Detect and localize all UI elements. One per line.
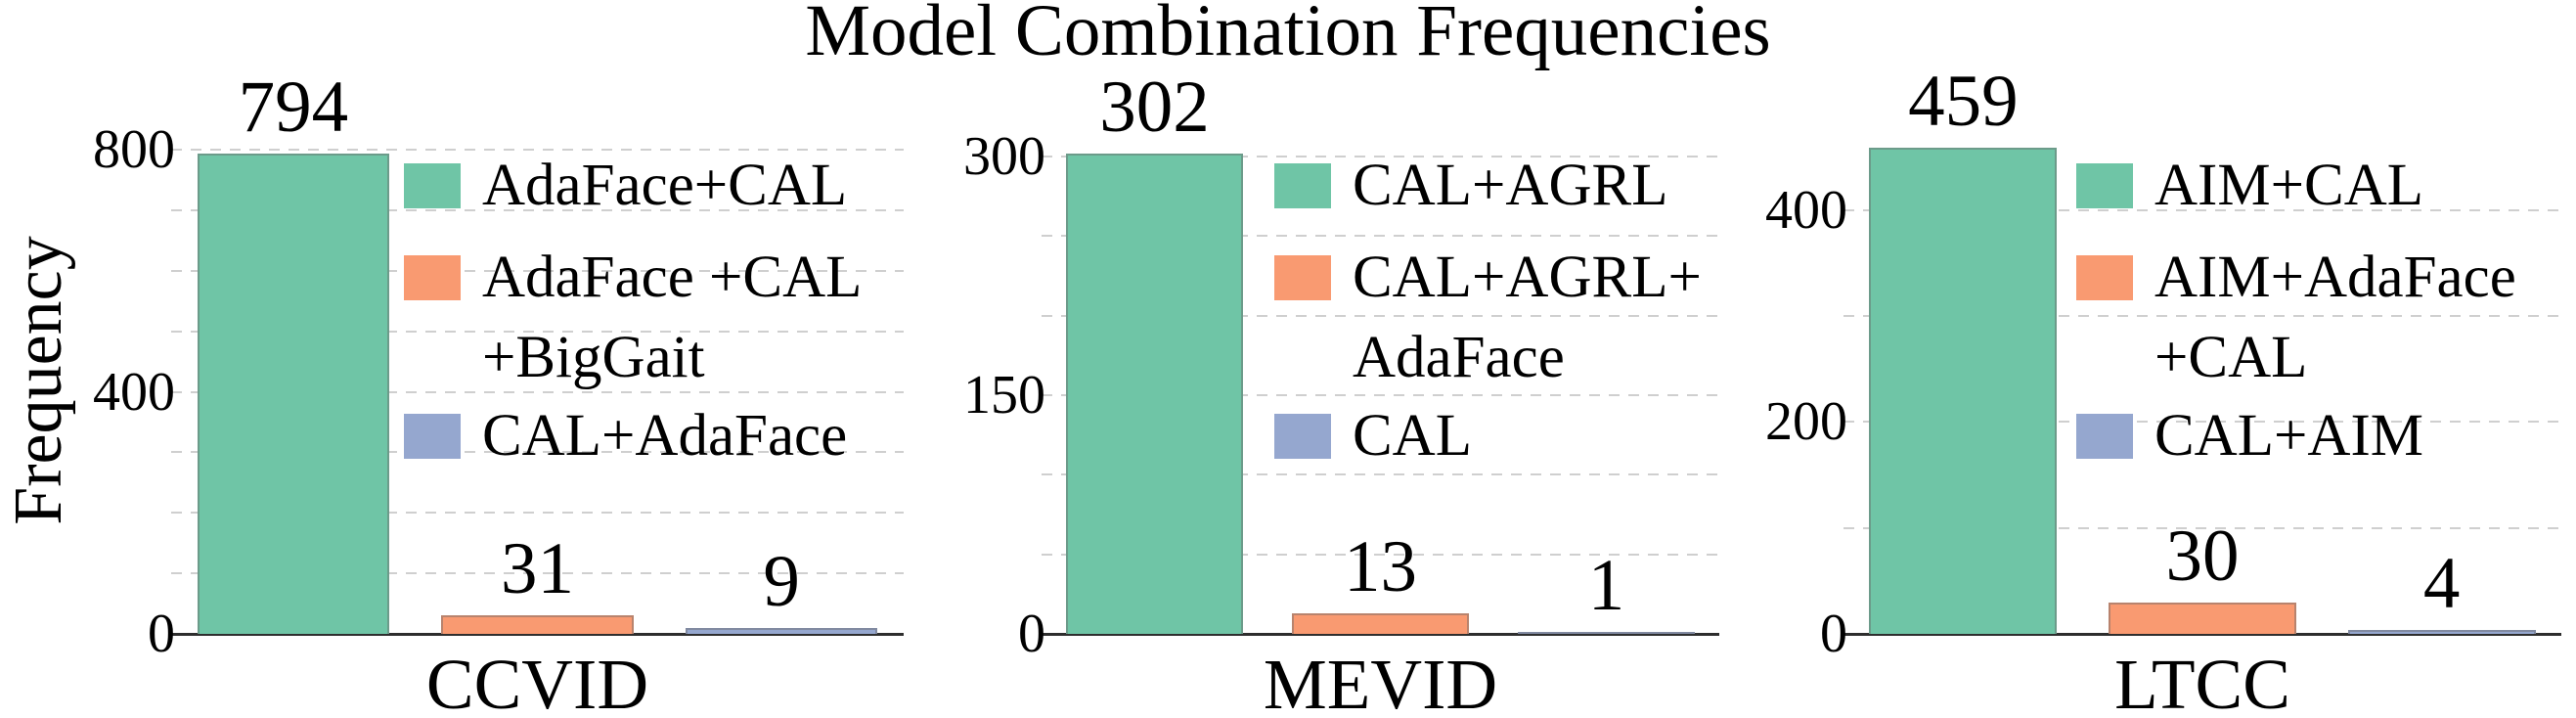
y-tick-label: 400 bbox=[1765, 179, 1847, 241]
legend-entry-label: AdaFace +CAL +BigGait bbox=[482, 245, 863, 390]
legend-entry-label: CAL+AIM bbox=[2154, 403, 2424, 469]
gridline bbox=[1843, 421, 2561, 424]
gridline bbox=[1042, 314, 1719, 317]
bar bbox=[441, 614, 634, 634]
bar-value-label: 459 bbox=[1908, 61, 2019, 143]
bar-value-label: 302 bbox=[1099, 66, 1210, 148]
gridline bbox=[171, 390, 904, 393]
bar bbox=[686, 628, 878, 634]
x-axis-line bbox=[1042, 633, 1719, 636]
bar-value-label: 4 bbox=[2422, 542, 2461, 624]
legend-swatch-orange bbox=[1274, 255, 1331, 300]
legend-entry-label: AIM+CAL bbox=[2154, 153, 2424, 218]
legend-swatch-blue bbox=[1274, 414, 1331, 459]
y-tick-label: 300 bbox=[963, 125, 1045, 187]
gridline bbox=[1042, 155, 1719, 157]
gridline bbox=[1843, 526, 2561, 529]
bar-value-label: 30 bbox=[2165, 515, 2240, 597]
legend-entry-label: AdaFace+CAL bbox=[482, 153, 848, 218]
plot-area-ltcc: 459 30 4 bbox=[1843, 65, 2561, 636]
gridline bbox=[1042, 473, 1719, 476]
x-axis-line bbox=[171, 633, 904, 636]
bar-value-label: 794 bbox=[238, 66, 349, 148]
legend-entry-label: CAL+AGRL bbox=[1353, 153, 1668, 218]
x-axis-line bbox=[1843, 633, 2561, 636]
bar-value-label: 31 bbox=[501, 527, 574, 609]
bar bbox=[2108, 602, 2297, 634]
gridline bbox=[171, 208, 904, 211]
legend-entry-label: AIM+AdaFace +CAL bbox=[2154, 245, 2516, 390]
bar-value-label: 13 bbox=[1344, 525, 1417, 607]
y-tick-label: 0 bbox=[1018, 604, 1045, 664]
y-tick-label: 200 bbox=[1765, 391, 1847, 453]
y-tick-label: 400 bbox=[93, 361, 175, 423]
gridline bbox=[1042, 235, 1719, 238]
gridline bbox=[171, 451, 904, 454]
legend-entry-label: CAL+AdaFace bbox=[482, 403, 848, 469]
legend-swatch-orange bbox=[404, 255, 461, 300]
legend-swatch-green bbox=[2076, 163, 2133, 208]
legend-swatch-blue bbox=[2076, 414, 2133, 459]
gridline bbox=[171, 512, 904, 515]
y-tick-label: 800 bbox=[93, 119, 175, 181]
legend-swatch-green bbox=[404, 163, 461, 208]
bar bbox=[1517, 632, 1696, 634]
x-axis-dataset-label: CCVID bbox=[425, 645, 649, 718]
gridline bbox=[1042, 393, 1719, 396]
y-tick-label: 0 bbox=[1820, 604, 1847, 664]
gridline bbox=[1843, 208, 2561, 211]
x-axis-dataset-label: LTCC bbox=[2114, 645, 2290, 718]
bar bbox=[197, 153, 389, 634]
bar-value-label: 1 bbox=[1587, 545, 1625, 626]
gridline bbox=[171, 269, 904, 272]
gridline bbox=[171, 149, 904, 152]
gridline bbox=[171, 572, 904, 575]
plot-area-mevid: 302 13 1 bbox=[1042, 70, 1719, 636]
y-tick-label: 150 bbox=[963, 364, 1045, 426]
legend-swatch-blue bbox=[404, 414, 461, 459]
chart-title: Model Combination Frequencies bbox=[805, 0, 1771, 71]
bar bbox=[1869, 148, 2058, 634]
x-axis-dataset-label: MEVID bbox=[1263, 645, 1498, 718]
bar bbox=[1065, 153, 1244, 634]
bar-value-label: 9 bbox=[763, 541, 800, 623]
legend-swatch-orange bbox=[2076, 255, 2133, 300]
legend-swatch-green bbox=[1274, 163, 1331, 208]
gridline bbox=[171, 330, 904, 333]
y-tick-label: 0 bbox=[148, 604, 175, 664]
bar bbox=[2347, 629, 2536, 634]
plot-area-ccvid: 794 31 9 bbox=[171, 70, 904, 636]
gridline bbox=[1042, 553, 1719, 556]
gridline bbox=[1843, 315, 2561, 318]
legend-entry-label: CAL bbox=[1353, 403, 1472, 469]
bar bbox=[1291, 612, 1470, 634]
legend-entry-label: CAL+AGRL+ AdaFace bbox=[1353, 245, 1702, 390]
